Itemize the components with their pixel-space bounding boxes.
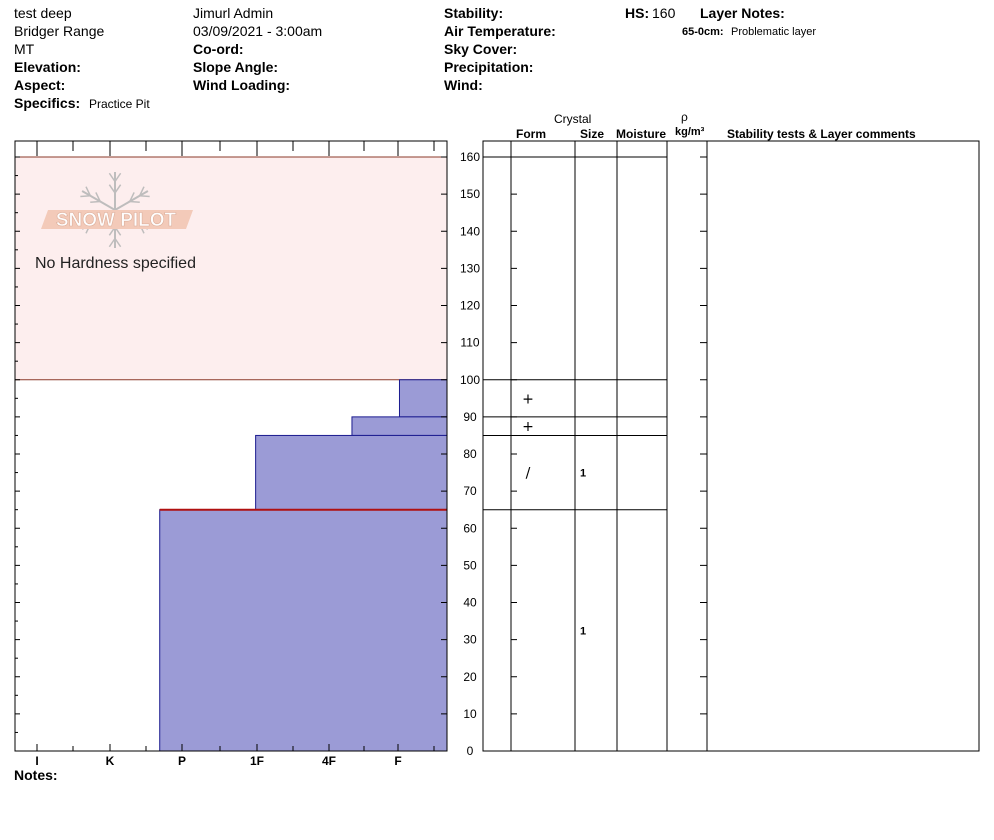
slope-angle-label: Slope Angle: bbox=[193, 59, 279, 75]
y-tick-label-80: 80 bbox=[463, 447, 477, 461]
user-name: Jimurl Admin bbox=[193, 5, 274, 21]
flake-branch-5-0l bbox=[90, 200, 101, 203]
flake-branch-1-0r bbox=[129, 200, 140, 203]
hs-value: 160 bbox=[652, 5, 676, 21]
size-value-2: 1 bbox=[580, 468, 586, 480]
elevation-label: Elevation: bbox=[14, 59, 81, 75]
y-tick-label-30: 30 bbox=[463, 633, 477, 647]
flake-branch-1-1r bbox=[139, 195, 150, 198]
x-tick-label-3: 1F bbox=[250, 754, 264, 768]
stability-comments-header: Stability tests & Layer comments bbox=[727, 127, 916, 141]
flake-branch-3-1r bbox=[108, 238, 116, 248]
y-tick-label-20: 20 bbox=[463, 670, 477, 684]
flake-branch-0-0l bbox=[108, 184, 116, 194]
wind-loading-label: Wind Loading: bbox=[193, 77, 291, 93]
y-tick-label-70: 70 bbox=[463, 484, 477, 498]
y-tick-label-90: 90 bbox=[463, 410, 477, 424]
specifics-label: Specifics: bbox=[14, 95, 81, 111]
precipitation-label: Precipitation: bbox=[444, 59, 534, 75]
size-header: Size bbox=[580, 127, 605, 141]
y-tick-label-140: 140 bbox=[460, 224, 480, 238]
y-tick-label-150: 150 bbox=[460, 187, 480, 201]
table-frame bbox=[482, 140, 980, 752]
sky-cover-label: Sky Cover: bbox=[444, 41, 518, 57]
x-tick-label-0: I bbox=[35, 754, 38, 768]
flake-branch-1-0l bbox=[129, 192, 135, 202]
x-tick-label-5: F bbox=[394, 754, 401, 768]
hardness-layer-0 bbox=[398, 379, 448, 418]
flake-branch-0-0r bbox=[114, 184, 122, 194]
form-symbol-1: + bbox=[522, 419, 534, 435]
flake-arm-1 bbox=[114, 190, 149, 211]
flake-branch-5-1r bbox=[85, 186, 91, 197]
specifics-value: Practice Pit bbox=[89, 97, 150, 111]
y-tick-label-0: 0 bbox=[467, 744, 474, 758]
notes-label: Notes: bbox=[14, 767, 58, 783]
x-tick-label-4: 4F bbox=[322, 754, 336, 768]
range-name: Bridger Range bbox=[14, 23, 105, 39]
layer-notes-label: Layer Notes: bbox=[700, 5, 785, 21]
flake-branch-0-1l bbox=[108, 172, 116, 182]
moisture-header: Moisture bbox=[616, 127, 667, 141]
y-tick-label-110: 110 bbox=[460, 336, 479, 350]
form-symbol-0: + bbox=[522, 391, 534, 407]
layer-note-text: Problematic layer bbox=[731, 26, 816, 38]
y-tick-label-160: 160 bbox=[460, 150, 480, 164]
stability-label: Stability: bbox=[444, 5, 504, 21]
form-header: Form bbox=[516, 127, 546, 141]
x-tick-label-1: K bbox=[106, 754, 115, 768]
pit-name: test deep bbox=[14, 5, 72, 21]
flake-branch-1-1l bbox=[139, 186, 145, 197]
axis-ticks: 0 10 20 30 40 50 60 70 80 90 100 110 120 130 140 150 160… bbox=[15, 141, 707, 768]
hardness-layers: No Hardness specified bbox=[14, 156, 448, 752]
y-tick-label-130: 130 bbox=[460, 261, 480, 275]
x-tick-label-2: P bbox=[178, 754, 186, 768]
air-temperature-label: Air Temperature: bbox=[444, 23, 556, 39]
y-tick-label-10: 10 bbox=[463, 707, 477, 721]
logo-text: SNOW PILOT bbox=[56, 210, 177, 231]
y-tick-label-40: 40 bbox=[463, 596, 477, 610]
y-tick-label-60: 60 bbox=[463, 521, 477, 535]
hardness-layer-3 bbox=[159, 509, 448, 752]
no-hardness-text: No Hardness specified bbox=[35, 255, 196, 272]
hardness-layer-2 bbox=[255, 434, 448, 511]
wind-label: Wind: bbox=[444, 77, 483, 93]
form-symbol-2: / bbox=[526, 466, 531, 482]
chart-frame bbox=[14, 140, 448, 752]
rho-header: ρ bbox=[681, 110, 688, 124]
flake-branch-5-1l bbox=[80, 195, 91, 198]
flake-branch-5-0r bbox=[95, 192, 101, 202]
aspect-label: Aspect: bbox=[14, 77, 66, 93]
snowpilot-logo: SNOW PILOT bbox=[41, 172, 193, 248]
date-time: 03/09/2021 - 3:00am bbox=[193, 23, 323, 39]
flake-arm-5 bbox=[81, 190, 116, 211]
logo-banner bbox=[41, 210, 193, 229]
y-tick-label-50: 50 bbox=[463, 558, 477, 572]
y-tick-label-120: 120 bbox=[460, 299, 480, 313]
layer-note-range: 65-0cm: bbox=[682, 26, 724, 38]
flake-branch-0-1r bbox=[114, 172, 122, 182]
y-tick-label-100: 100 bbox=[460, 373, 480, 387]
flake-branch-3-1l bbox=[114, 238, 122, 248]
state-name: MT bbox=[14, 41, 35, 57]
profile-table: + + / 1 1 bbox=[482, 140, 980, 752]
hardness-frame bbox=[14, 140, 448, 752]
hs-label: HS: bbox=[625, 5, 650, 21]
density-unit-header: kg/m³ bbox=[675, 126, 705, 138]
hardness-layer-1 bbox=[351, 416, 448, 436]
coord-label: Co-ord: bbox=[193, 41, 244, 57]
size-value-3: 1 bbox=[580, 625, 586, 637]
crystal-header: Crystal bbox=[554, 112, 592, 126]
